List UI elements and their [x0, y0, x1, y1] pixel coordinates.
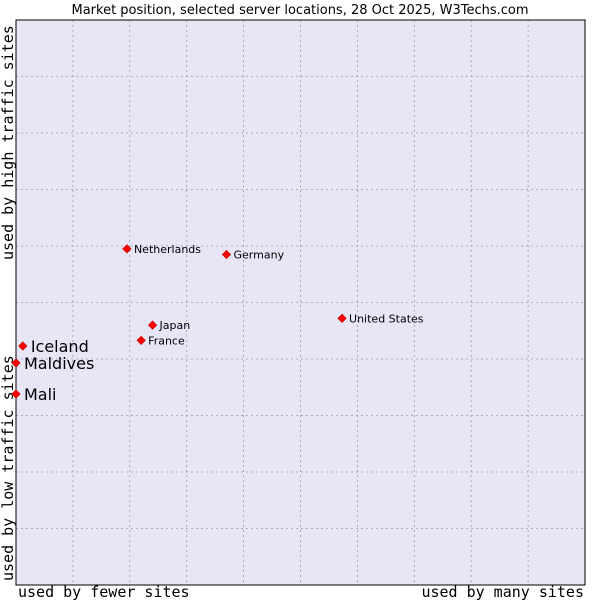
point-label-united-states: United States	[349, 312, 424, 325]
point-marker-france	[136, 335, 146, 345]
point-marker-mali	[11, 389, 21, 399]
plot-border	[15, 19, 586, 586]
y-axis-label-high: used by high traffic sites	[0, 25, 17, 260]
point-label-mali: Mali	[24, 385, 57, 404]
point-label-iceland: Iceland	[31, 337, 89, 356]
point-marker-maldives	[11, 358, 21, 368]
x-axis-label-high: used by many sites	[421, 583, 584, 600]
point-marker-iceland	[18, 341, 28, 351]
point-marker-united-states	[337, 313, 347, 323]
grid-lines	[16, 20, 585, 585]
point-label-japan: Japan	[159, 319, 191, 332]
point-label-germany: Germany	[234, 248, 285, 261]
chart-title: Market position, selected server locatio…	[71, 3, 528, 18]
point-label-france: France	[148, 334, 185, 347]
point-label-maldives: Maldives	[24, 354, 94, 373]
x-axis-label-low: used by fewer sites	[18, 583, 190, 600]
point-marker-japan	[147, 320, 158, 330]
data-points: Netherlands Germany United States Japan Fran…	[11, 243, 424, 404]
y-axis-label-low: used by low traffic sites	[0, 355, 17, 581]
point-label-netherlands: Netherlands	[134, 243, 201, 256]
point-marker-netherlands	[122, 244, 132, 254]
point-marker-germany	[221, 249, 232, 260]
